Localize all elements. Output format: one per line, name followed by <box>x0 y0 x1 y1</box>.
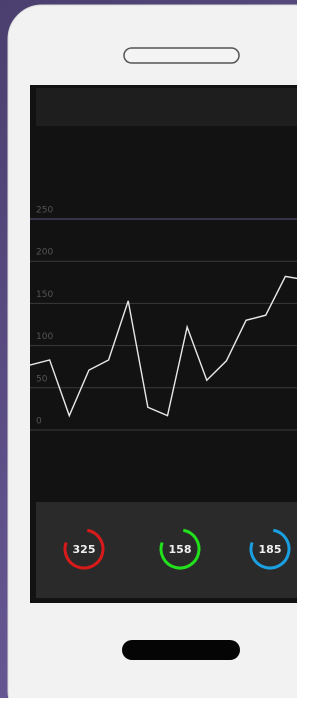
gauge-value: 325 <box>73 543 96 556</box>
speaker <box>124 48 239 63</box>
y-tick-label: 100 <box>36 332 53 342</box>
gauge-value: 185 <box>259 543 282 556</box>
y-tick-label: 150 <box>36 290 53 300</box>
y-tick-label: 250 <box>36 206 53 216</box>
home-button <box>122 640 240 660</box>
gauge-value: 158 <box>169 543 192 556</box>
y-tick-label: 50 <box>36 374 48 384</box>
y-tick-label: 200 <box>36 248 53 258</box>
y-tick-label: 0 <box>36 417 42 427</box>
phone-screenshot: 0 50 100 150 200 250 325 158 185 <box>0 0 297 698</box>
page: 050100150200250 325158185 (() => { const… <box>0 0 297 698</box>
top-bar <box>36 88 297 126</box>
